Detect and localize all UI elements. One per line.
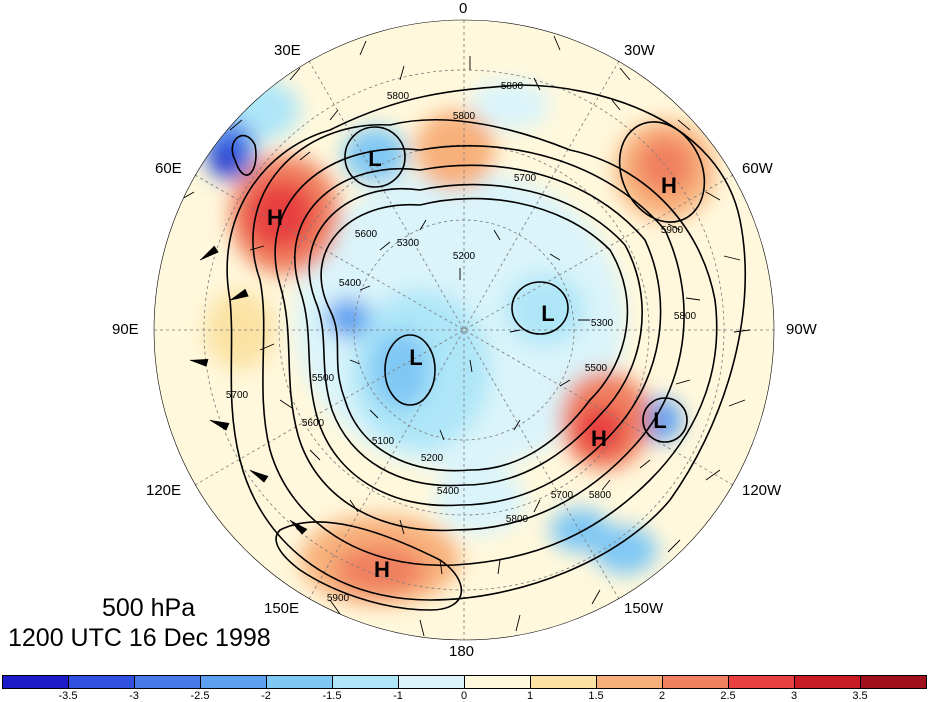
contour-label: 5800 (589, 490, 612, 501)
colorbar-swatch (2, 675, 69, 689)
wind-barbs (179, 35, 751, 637)
colorbar-tick-label: 3 (790, 690, 798, 702)
colorbar-swatch (596, 675, 663, 689)
contour-label: 5600 (302, 418, 325, 429)
colorbar-swatch (662, 675, 729, 689)
caption-level: 500 hPa (102, 594, 196, 622)
colorbar-tick-label: 2 (658, 690, 666, 702)
contour-label: 5500 (312, 373, 335, 384)
lon-label-120w: 120W (742, 482, 782, 499)
colorbar-tick-label: 2.5 (720, 690, 736, 702)
lon-label-0: 0 (459, 0, 468, 17)
contour-label: 5400 (437, 486, 460, 497)
contour-label: 5800 (387, 91, 410, 102)
low-pressure-marker: L (368, 146, 381, 171)
contour-label: 5700 (226, 390, 249, 401)
colorbar-swatch (266, 675, 333, 689)
height-contours (226, 84, 747, 611)
colorbar-tick-label: -2.5 (190, 690, 210, 702)
colorbar-tick-label: -1 (393, 690, 403, 702)
lon-label-60w: 60W (742, 160, 773, 177)
contour-label: 5800 (506, 514, 529, 525)
contour-label: 5300 (591, 318, 614, 329)
lon-label-150w: 150W (624, 600, 664, 617)
colorbar-swatch (794, 675, 861, 689)
lon-label-90w: 90W (786, 321, 817, 338)
colorbar-swatch (464, 675, 531, 689)
lon-label-30w: 30W (624, 42, 655, 59)
low-pressure-marker: L (653, 408, 666, 433)
colorbar-swatch (200, 675, 267, 689)
colorbar-tick-label: 0 (460, 690, 468, 702)
contour-label: 5900 (661, 225, 684, 236)
contour-label: 5800 (453, 111, 476, 122)
colorbar-swatch (134, 675, 201, 689)
colorbar-swatch (860, 675, 927, 689)
colorbar-tick-label: 1.5 (588, 690, 604, 702)
colorbar-swatch (332, 675, 399, 689)
contour-label: 5600 (355, 229, 378, 240)
graticule (154, 20, 774, 640)
colorbar-swatch (68, 675, 135, 689)
colorbar-tick-label: -3.5 (58, 690, 78, 702)
low-pressure-marker: L (409, 345, 422, 370)
contour-label: 5700 (551, 490, 574, 501)
contour-label: 5800 (501, 81, 524, 92)
high-pressure-marker: H (374, 557, 390, 582)
contour-label: 5300 (397, 238, 420, 249)
colorbar-tick-label: 3.5 (852, 690, 868, 702)
colorbar-tick-label: -3 (129, 690, 139, 702)
high-pressure-marker: H (267, 205, 283, 230)
contour-label: 5500 (585, 363, 608, 374)
pressure-centers: L L L L H H H H (267, 146, 677, 582)
contour-labels: 5800 5800 5800 5700 5900 5600 5300 5200 5400 5300… (226, 81, 697, 604)
colorbar-tick-label: -2 (261, 690, 271, 702)
colorbar-swatch (398, 675, 465, 689)
low-pressure-marker: L (541, 301, 554, 326)
caption-datetime: 1200 UTC 16 Dec 1998 (8, 624, 271, 652)
map-boundary (153, 19, 775, 641)
colorbar-tick-label: -1.5 (322, 690, 342, 702)
lon-label-180: 180 (449, 643, 475, 660)
lon-label-60e: 60E (155, 160, 182, 177)
contour-label: 5900 (327, 593, 350, 604)
high-pressure-marker: H (661, 173, 677, 198)
contour-label: 5400 (339, 278, 362, 289)
high-pressure-marker: H (591, 426, 607, 451)
colorbar-swatch (728, 675, 795, 689)
contour-label: 5800 (674, 311, 697, 322)
colorbar-swatch (530, 675, 597, 689)
contour-label: 5200 (453, 251, 476, 262)
contour-label: 5700 (514, 173, 537, 184)
colorbar-tick-label: 1 (526, 690, 534, 702)
contour-label: 5100 (372, 436, 395, 447)
lon-label-90e: 90E (112, 321, 139, 338)
lon-label-30e: 30E (274, 42, 301, 59)
lon-label-120e: 120E (146, 482, 182, 499)
contour-label: 5200 (421, 453, 444, 464)
lon-label-150e: 150E (264, 600, 300, 617)
